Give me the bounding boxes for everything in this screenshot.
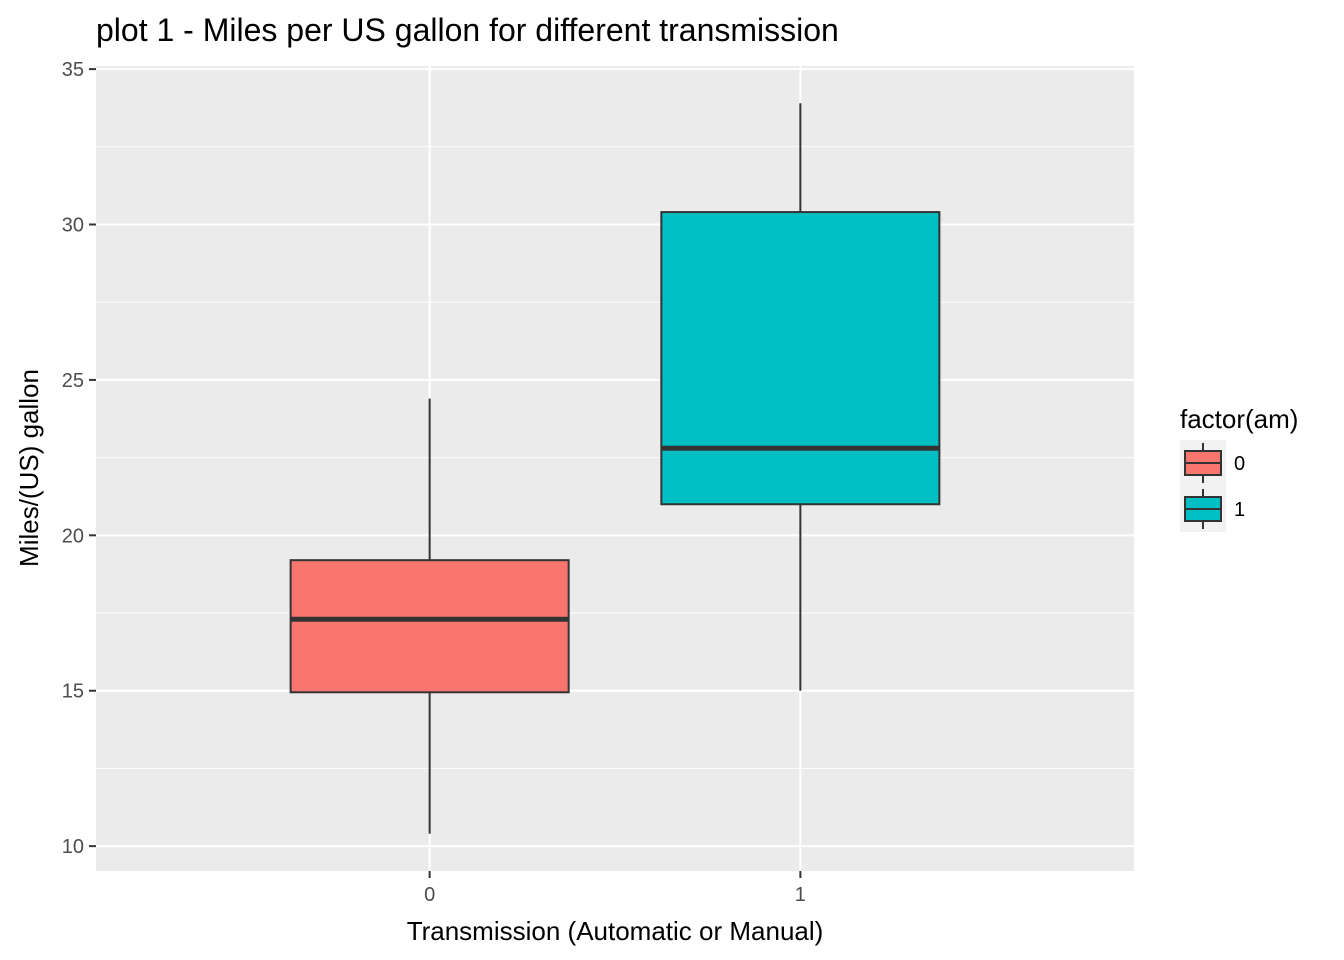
legend-item-0: 0: [1180, 440, 1245, 486]
x-tick-label: 1: [795, 884, 806, 906]
y-tick-label: 25: [62, 370, 84, 392]
legend-item-1: 1: [1180, 486, 1245, 532]
box-iqr: [660, 211, 941, 506]
y-tick-label: 15: [62, 681, 84, 703]
box-iqr: [289, 559, 570, 694]
y-tick-label: 35: [62, 59, 84, 81]
legend-title: factor(am): [1180, 404, 1298, 434]
x-tick-label: 0: [424, 884, 435, 906]
legend-label: 0: [1234, 453, 1245, 475]
legend: factor(am) 0 1: [1180, 404, 1298, 532]
box-1: [660, 103, 941, 691]
chart-title: plot 1 - Miles per US gallon for differe…: [96, 12, 839, 48]
box-0: [289, 398, 570, 834]
y-axis-title: Miles/(US) gallon: [14, 369, 44, 567]
y-tick-label: 20: [62, 525, 84, 547]
legend-label: 1: [1234, 499, 1245, 521]
minor-gridlines: [96, 146, 1134, 769]
x-axis-title: Transmission (Automatic or Manual): [407, 916, 824, 946]
y-axis: 10 15 20 25 30 35: [62, 59, 96, 858]
y-tick-label: 30: [62, 215, 84, 237]
y-tick-label: 10: [62, 836, 84, 858]
boxplot-boxes: [289, 103, 941, 834]
plot-panel: [96, 66, 1134, 871]
